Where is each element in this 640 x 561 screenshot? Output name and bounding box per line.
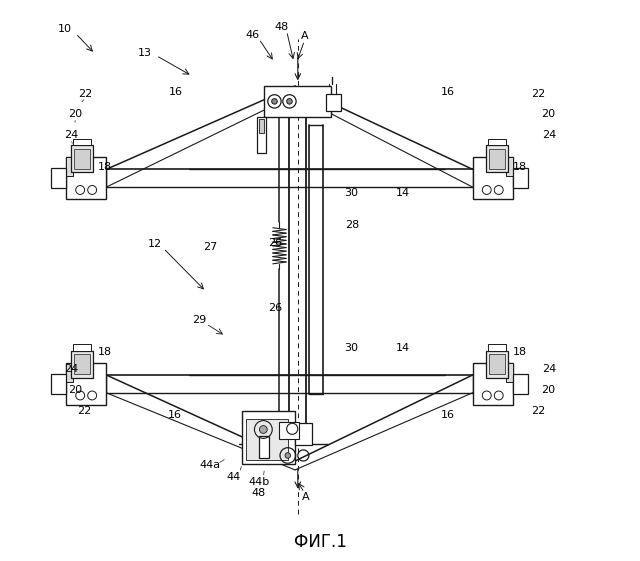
Circle shape [287,99,292,104]
Bar [66,363,106,404]
Text: 46: 46 [245,30,259,40]
Text: 10: 10 [58,25,72,34]
Bar [66,363,73,381]
Bar [73,344,91,351]
Text: 12: 12 [147,240,161,250]
Bar [71,351,93,378]
Text: 13: 13 [138,48,152,58]
Text: 22: 22 [79,89,93,99]
Bar [257,117,266,153]
Text: 20: 20 [541,385,555,396]
Text: 18: 18 [513,347,527,357]
Bar [264,86,331,117]
Bar [326,94,341,111]
Bar [246,419,289,461]
Text: 28: 28 [345,220,359,230]
Circle shape [285,453,291,458]
Text: 18: 18 [97,162,111,172]
Bar [489,149,504,169]
Bar [489,354,504,374]
Bar [66,158,73,176]
Circle shape [259,426,268,434]
Text: 44b: 44b [248,477,269,486]
Text: A: A [301,31,308,41]
Text: 24: 24 [64,130,78,140]
Bar [280,422,299,439]
Bar [506,158,513,176]
Text: 14: 14 [396,188,410,197]
Bar [513,168,528,188]
Text: 14: 14 [396,343,410,353]
Text: 24: 24 [64,365,78,374]
Bar [259,119,264,134]
Bar [242,411,295,464]
Bar [259,436,269,458]
Bar [51,168,66,188]
Text: 48: 48 [252,488,266,498]
Bar [488,344,506,351]
Text: A: A [302,492,310,502]
Text: 18: 18 [513,162,527,172]
Bar [51,374,66,394]
Text: 44a: 44a [200,460,221,470]
Bar [74,354,90,374]
Bar [506,363,513,381]
Text: 44: 44 [227,472,241,481]
Bar [473,363,513,404]
Text: 22: 22 [77,406,91,416]
Bar [74,149,90,169]
Bar [295,423,312,445]
Text: 30: 30 [344,343,358,353]
Text: 22: 22 [531,89,545,99]
Bar [73,139,91,145]
Bar [473,158,513,199]
Bar [513,374,528,394]
Text: 27: 27 [203,242,217,252]
Text: 18: 18 [97,347,111,357]
Text: 16: 16 [441,86,455,96]
Text: 29: 29 [192,315,206,325]
Text: 24: 24 [541,130,556,140]
Bar [488,139,506,145]
Text: ФИГ.1: ФИГ.1 [294,532,346,550]
Text: 20: 20 [541,109,555,119]
Bar [71,145,93,172]
Text: 26: 26 [269,238,283,248]
Text: 16: 16 [441,410,455,420]
Text: 48: 48 [274,22,288,32]
Text: 30: 30 [344,188,358,197]
Text: 22: 22 [531,406,545,416]
Bar [486,145,508,172]
Bar [66,158,106,199]
Text: 24: 24 [541,365,556,374]
Text: 16: 16 [168,410,182,420]
Text: 16: 16 [168,86,182,96]
Bar [486,351,508,378]
Text: 26: 26 [269,304,283,313]
Text: 20: 20 [68,109,83,119]
Circle shape [271,99,277,104]
Text: 20: 20 [68,385,83,396]
